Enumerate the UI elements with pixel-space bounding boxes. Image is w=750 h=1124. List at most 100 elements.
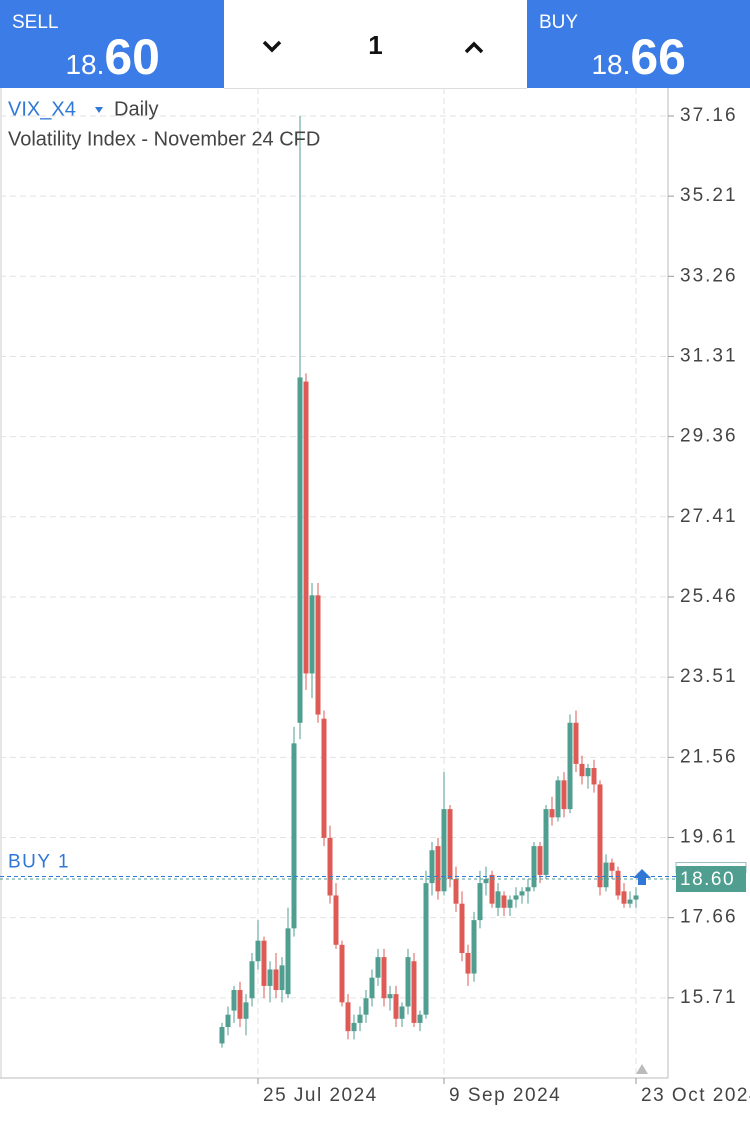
x-tick-label: 9 Sep 2024 (449, 1085, 561, 1106)
candle-body (219, 1027, 225, 1044)
candle-body (609, 862, 615, 871)
order-line-label: BUY 1 (8, 852, 70, 873)
candle-body (573, 722, 579, 764)
candle-body (465, 953, 471, 974)
candle-body (537, 846, 543, 875)
candle-body (321, 718, 327, 838)
candle-body (621, 891, 627, 904)
candle-body (483, 879, 489, 884)
decrease-button[interactable] (262, 40, 282, 53)
y-tick-label: 31.31 (680, 345, 738, 366)
candle-body (399, 1006, 405, 1019)
candle-body (273, 969, 279, 991)
candle-body (603, 862, 609, 888)
candle-body (411, 961, 417, 1023)
chart: 15.71 17.66 19.61 21.56 23.51 25.46 27.41 29.36… (0, 88, 750, 1106)
sell-label: SELL (12, 12, 59, 33)
quantity-selector: 1 (224, 0, 527, 89)
candle-body (363, 998, 369, 1015)
candle-body (249, 961, 255, 999)
symbol[interactable]: VIX_X4 (8, 98, 76, 120)
candle-body (471, 920, 477, 974)
candle-body (417, 1014, 423, 1023)
candle-body (519, 891, 525, 896)
y-tick-label: 25.46 (680, 586, 738, 607)
candle-body (525, 887, 531, 892)
increase-button[interactable] (464, 41, 484, 54)
buy-order-arrow (633, 869, 651, 886)
quantity-arrows (262, 40, 484, 54)
quantity[interactable]: 1 (368, 30, 383, 60)
candle-body (327, 837, 333, 896)
buy-label: BUY (539, 12, 579, 33)
sell-price-int: 18. (65, 49, 105, 80)
candle-body (441, 809, 447, 892)
candle-body (429, 850, 435, 884)
candle-body (585, 768, 591, 777)
candle-body (333, 895, 339, 945)
candle-body (267, 969, 273, 986)
y-tick-label: 27.41 (680, 506, 738, 527)
candle-body (255, 940, 261, 962)
sell-price-frac: 60 (104, 29, 160, 85)
buy-button[interactable]: BUY 18.66 (527, 0, 750, 88)
y-tick-label: 15.71 (680, 987, 738, 1008)
symbol-dropdown[interactable] (95, 107, 103, 113)
candle-body (393, 994, 399, 1019)
y-tick-label: 29.36 (680, 426, 738, 447)
candle-body (555, 780, 561, 818)
candle-body (513, 895, 519, 900)
candle-body (579, 763, 585, 777)
candle-body (531, 846, 537, 888)
candle-body (627, 899, 633, 904)
candle-body (591, 768, 597, 785)
candle-body (243, 1002, 249, 1019)
candle-body (339, 944, 345, 1003)
candle-body (291, 743, 297, 929)
candle-body (507, 899, 513, 908)
candle-body (297, 377, 303, 723)
price-tag (676, 866, 746, 893)
grid (0, 88, 674, 1084)
x-tick-label: 23 Oct 2024 (641, 1085, 750, 1106)
subtitle: Volatility Index - November 24 CFD (8, 128, 320, 150)
candle-body (357, 1014, 363, 1023)
candle-body (423, 883, 429, 1015)
buy-price-frac: 66 (630, 29, 686, 85)
x-tick-label: 25 Jul 2024 (263, 1085, 378, 1106)
candle-body (237, 990, 243, 1019)
candle-body (597, 784, 603, 888)
buy-price-int: 18. (591, 49, 631, 80)
candle-body (345, 1002, 351, 1032)
candle-body (375, 957, 381, 978)
candle-body (387, 994, 393, 999)
candle-body (405, 957, 411, 1007)
candle-body (489, 874, 495, 904)
candle-body (561, 780, 567, 810)
y-tick-label: 37.16 (680, 105, 738, 126)
labels: 15.71 17.66 19.61 21.56 23.51 25.46 27.41 29.36… (8, 105, 750, 1106)
candle-body (225, 1014, 231, 1028)
candle-body (453, 879, 459, 904)
candle-body (567, 722, 573, 810)
candle-body (369, 977, 375, 999)
candle-body (231, 990, 237, 1011)
y-tick-label: 33.26 (680, 265, 738, 286)
candle-body (309, 595, 315, 674)
candle-body (435, 846, 441, 892)
candle-body (303, 381, 309, 674)
candle-body (279, 965, 285, 991)
y-tick-label: 23.51 (680, 666, 738, 687)
candle-body (351, 1022, 357, 1032)
sell-button[interactable]: SELL 18.60 (0, 0, 224, 88)
y-tick-label: 35.21 (680, 185, 738, 206)
timeframe[interactable]: Daily (114, 98, 158, 120)
candle-body (501, 895, 507, 908)
y-tick-label: 17.66 (680, 907, 738, 928)
y-tick-label: 21.56 (680, 746, 738, 767)
candle-body (381, 957, 387, 999)
scroll-marker[interactable] (636, 1064, 648, 1074)
buy-price: 18.66 (591, 28, 686, 86)
price-tag-label: 18.60 (680, 869, 735, 890)
